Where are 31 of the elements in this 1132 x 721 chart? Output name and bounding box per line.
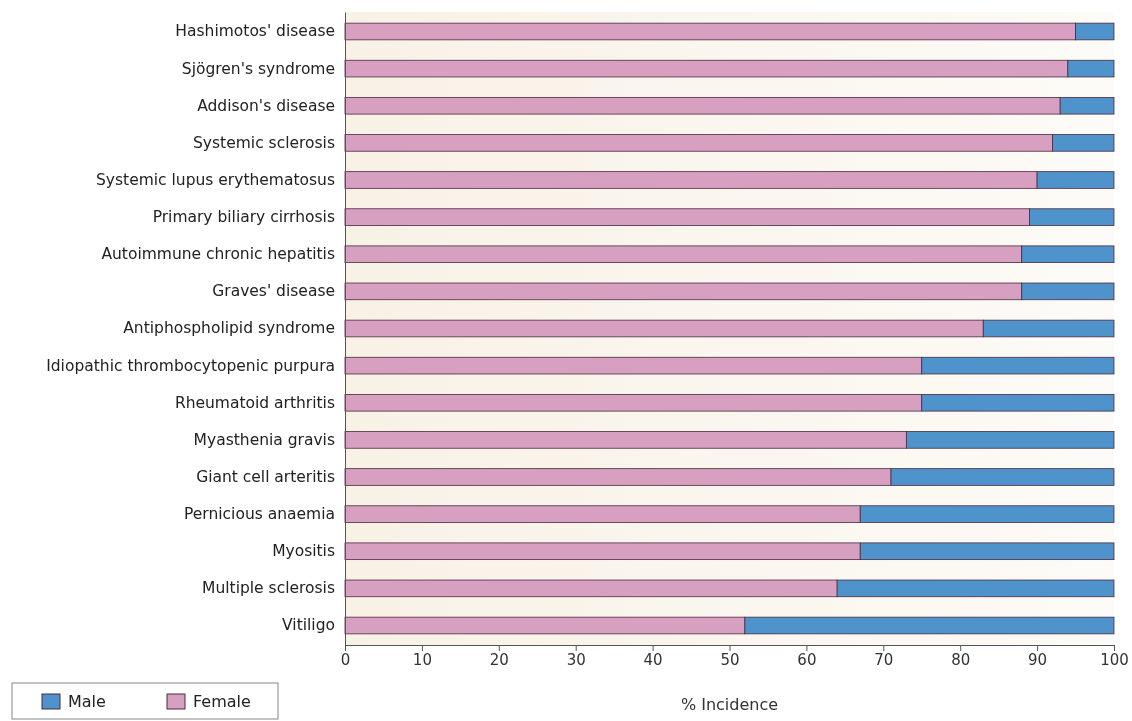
y-tick-label: Giant cell arteritis — [196, 467, 335, 486]
x-tick-label: 60 — [797, 650, 817, 669]
y-tick-label: Addison's disease — [197, 96, 335, 115]
y-tick-label: Sjögren's syndrome — [181, 59, 335, 78]
y-tick-label: Myasthenia gravis — [193, 430, 335, 449]
x-tick-label: 100 — [1100, 650, 1129, 669]
x-tick-label: 20 — [489, 650, 509, 669]
x-tick-label: 50 — [720, 650, 740, 669]
y-tick-label: Antiphospholipid syndrome — [123, 319, 335, 338]
x-tick-label: 10 — [412, 650, 432, 669]
y-tick-label: Vitiligo — [282, 616, 335, 635]
x-tick-label: 30 — [566, 650, 586, 669]
y-tick-label: Multiple sclerosis — [202, 579, 335, 598]
y-tick-label: Systemic sclerosis — [193, 133, 335, 152]
y-tick-label: Myositis — [272, 542, 335, 561]
x-tick-label: 0 — [340, 650, 351, 669]
legend-label: Male — [68, 692, 106, 711]
legend-label: Female — [193, 692, 251, 711]
x-axis-title: % Incidence — [680, 695, 779, 714]
y-tick-label: Systemic lupus erythematosus — [95, 170, 335, 189]
x-tick-label: 40 — [643, 650, 663, 669]
y-tick-label: Primary biliary cirrhosis — [152, 208, 335, 227]
y-tick-label: Rheumatoid arthritis — [174, 393, 335, 412]
x-tick-label: 70 — [874, 650, 894, 669]
x-tick-label: 80 — [951, 650, 971, 669]
y-tick-label: Hashimotos' disease — [175, 22, 335, 41]
y-tick-label: Pernicious anaemia — [184, 505, 335, 524]
x-tick-label: 90 — [1028, 650, 1048, 669]
y-tick-label: Idiopathic thrombocytopenic purpura — [46, 356, 335, 375]
y-tick-label: Autoimmune chronic hepatitis — [101, 245, 335, 264]
y-tick-label: Graves' disease — [212, 282, 335, 301]
